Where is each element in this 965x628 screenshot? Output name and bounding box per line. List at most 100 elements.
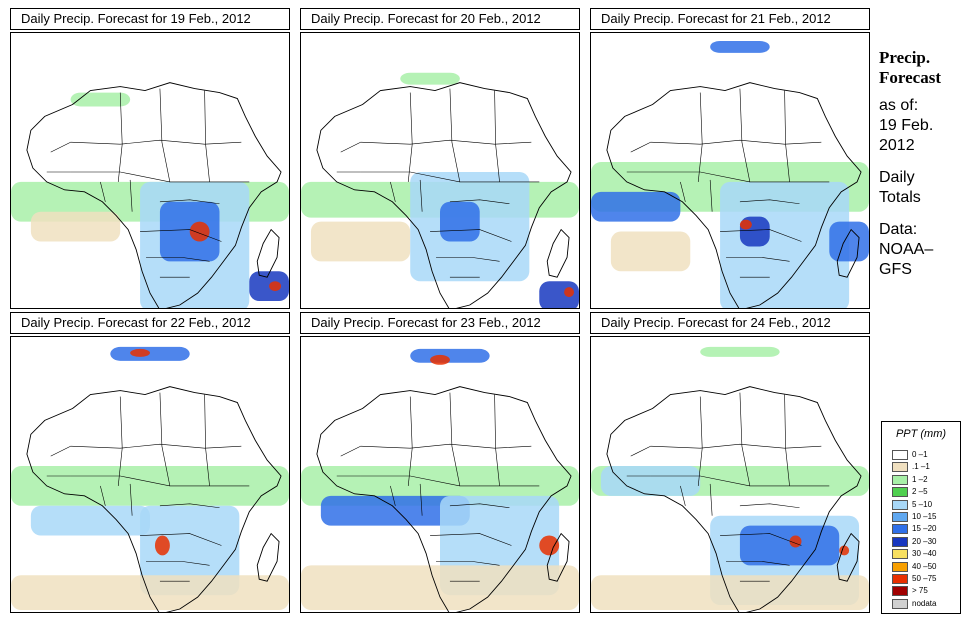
precip-area — [710, 40, 770, 53]
africa-coastline — [606, 386, 862, 612]
country-border — [720, 229, 802, 242]
madagascar-coastline — [256, 228, 280, 278]
country-border — [70, 475, 250, 487]
precip-area — [829, 221, 869, 262]
forecast-year: 2012 — [879, 137, 915, 154]
precip-area — [430, 354, 450, 365]
precip-area — [70, 92, 131, 107]
country-border — [784, 394, 790, 486]
africa-coastline — [316, 82, 572, 308]
country-border — [739, 88, 751, 182]
africa-coastline — [316, 386, 572, 612]
country-border — [146, 561, 210, 566]
legend-swatch — [892, 512, 908, 522]
country-border — [494, 394, 500, 486]
legend-label: 30 –40 — [912, 549, 937, 559]
madagascar-coastline — [256, 532, 280, 582]
country-border — [390, 179, 510, 212]
legend-swatch — [892, 487, 908, 498]
legend-swatch — [892, 574, 908, 584]
country-border — [650, 139, 822, 145]
legend-swatch — [892, 598, 908, 609]
precip-area — [739, 525, 840, 566]
precip-map — [10, 336, 290, 613]
country-border — [146, 257, 210, 262]
data-source-2: GFS — [879, 261, 912, 278]
sidebar-info: Precip. Forecast as of: 19 Feb. 2012 Dai… — [879, 48, 965, 280]
data-source-1: NOAA– — [879, 241, 934, 258]
legend-label: 40 –50 — [912, 561, 937, 571]
precip-area — [301, 565, 579, 611]
legend-label: 20 –30 — [912, 536, 937, 546]
legend-label: nodata — [912, 598, 937, 608]
precip-area — [159, 201, 220, 262]
country-border — [784, 90, 790, 182]
precip-area — [539, 535, 560, 556]
precip-area — [400, 72, 460, 85]
asof-label: as of: — [879, 97, 919, 114]
country-border — [140, 533, 222, 546]
country-border — [449, 392, 461, 486]
africa-coastline — [26, 386, 282, 612]
country-border — [697, 396, 703, 486]
country-border — [70, 443, 242, 449]
country-border — [159, 88, 171, 182]
panel-title: Daily Precip. Forecast for 21 Feb., 2012 — [590, 8, 870, 30]
africa-map — [301, 33, 579, 308]
precip-area — [720, 181, 850, 308]
country-border — [407, 396, 413, 486]
precip-area — [591, 191, 681, 222]
africa-coastline — [26, 82, 282, 308]
totals-label-1: Daily — [879, 169, 915, 186]
legend-label: > 75 — [912, 586, 928, 596]
country-border — [204, 90, 210, 182]
country-border — [336, 141, 361, 173]
precip-area — [610, 231, 691, 272]
country-border — [697, 92, 703, 182]
precip-area — [739, 219, 752, 230]
precip-area — [154, 535, 170, 556]
country-border — [390, 483, 510, 516]
panel-title: Daily Precip. Forecast for 24 Feb., 2012 — [590, 312, 870, 334]
madagascar-coastline — [836, 532, 860, 582]
precip-map — [590, 336, 870, 613]
legend-label: .1 –1 — [912, 462, 930, 472]
legend-swatch — [892, 561, 908, 572]
precip-area — [440, 201, 480, 242]
precip-legend: PPT (mm) 0 –1 .1 –1 1 –2 2 –5 5 –10 10 –15 15 … — [881, 421, 961, 614]
country-border — [449, 88, 461, 182]
panel-title: Daily Precip. Forecast for 19 Feb., 2012 — [10, 8, 290, 30]
country-border — [46, 445, 71, 477]
country-border — [726, 257, 790, 262]
legend-swatch — [892, 524, 908, 535]
country-border — [626, 141, 651, 173]
africa-map — [11, 337, 289, 612]
country-border — [436, 561, 500, 566]
precip-area — [140, 505, 240, 596]
precip-area — [410, 348, 490, 363]
precip-area — [130, 348, 150, 357]
precip-area — [110, 346, 190, 361]
precip-area — [269, 281, 282, 292]
legend-label: 50 –75 — [912, 574, 937, 583]
country-border — [70, 139, 242, 145]
precip-area — [320, 495, 470, 526]
africa-map — [591, 337, 869, 612]
panel-title: Daily Precip. Forecast for 22 Feb., 2012 — [10, 312, 290, 334]
country-border — [100, 483, 220, 516]
legend-label: 2 –5 — [912, 487, 928, 497]
forecast-date: 19 Feb. — [879, 117, 934, 134]
legend-swatch — [892, 536, 908, 547]
precip-map — [10, 32, 290, 309]
sidebar-title-line2: Forecast — [879, 68, 941, 87]
legend-swatch — [892, 499, 908, 510]
precip-map — [590, 32, 870, 309]
madagascar-coastline — [836, 228, 860, 278]
country-border — [680, 483, 800, 516]
country-border — [726, 561, 790, 566]
country-border — [70, 171, 250, 183]
country-border — [494, 90, 500, 182]
madagascar-coastline — [546, 228, 570, 278]
country-border — [626, 445, 651, 477]
country-border — [360, 139, 532, 145]
